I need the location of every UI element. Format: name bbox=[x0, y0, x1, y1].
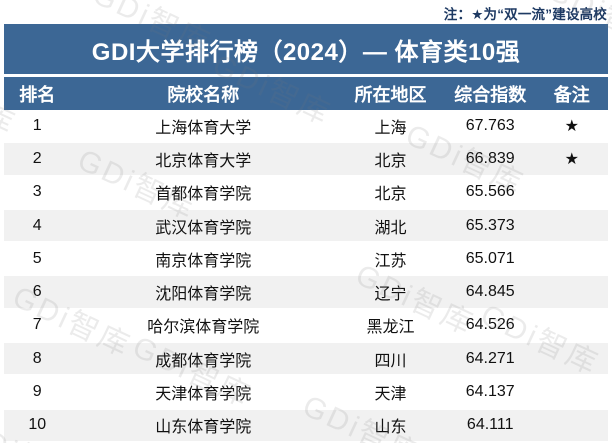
name-cell: 武汉体育学院 bbox=[155, 219, 252, 237]
index-cell: 64.845 bbox=[465, 283, 515, 301]
region-cell: 黑龙江 bbox=[366, 319, 415, 337]
region-cell: 湖北 bbox=[374, 219, 407, 237]
rank-cell: 10 bbox=[28, 416, 47, 434]
title-bar: GDI大学排行榜（2024）— 体育类10强 bbox=[4, 24, 608, 74]
index-cell: 65.071 bbox=[465, 249, 515, 267]
rank-cell: 4 bbox=[32, 216, 42, 234]
table-row: 1 上海体育大学 上海 67.763 ★ bbox=[4, 110, 608, 141]
column-header-region: 所在地区 bbox=[354, 84, 427, 105]
name-cell: 北京体育大学 bbox=[155, 152, 252, 170]
rank-cell: 1 bbox=[32, 116, 42, 134]
table-row: 4 武汉体育学院 湖北 65.373 bbox=[4, 207, 608, 244]
index-cell: 64.137 bbox=[465, 383, 515, 401]
index-cell: 66.839 bbox=[465, 149, 515, 167]
table-row: 3 首都体育学院 北京 65.566 bbox=[4, 177, 608, 208]
table-row: 10 山东体育学院 山东 64.111 bbox=[4, 407, 608, 443]
table-row: 5 南京体育学院 江苏 65.071 bbox=[4, 243, 608, 274]
index-cell: 67.763 bbox=[465, 116, 515, 134]
region-cell: 北京 bbox=[374, 152, 407, 170]
name-cell: 南京体育学院 bbox=[155, 252, 252, 270]
column-header-name: 院校名称 bbox=[167, 84, 240, 105]
index-cell: 64.111 bbox=[466, 416, 514, 434]
region-cell: 天津 bbox=[374, 386, 407, 404]
table-body: 1 上海体育大学 上海 67.763 ★ 2 北京体育大学 北京 66.839 … bbox=[4, 110, 608, 443]
name-cell: 首都体育学院 bbox=[155, 186, 252, 204]
region-cell: 山东 bbox=[374, 419, 407, 437]
table-row: 7 哈尔滨体育学院 黑龙江 64.526 bbox=[4, 310, 608, 341]
star-legend-note: 注：★为“双一流”建设高校 bbox=[443, 7, 607, 22]
table-row: 6 沈阳体育学院 辽宁 64.845 bbox=[4, 274, 608, 310]
rank-cell: 6 bbox=[32, 283, 42, 301]
region-cell: 四川 bbox=[374, 352, 407, 370]
rank-cell: 7 bbox=[32, 316, 42, 334]
star-cell: ★ bbox=[564, 150, 579, 168]
table-row: 8 成都体育学院 四川 64.271 bbox=[4, 341, 608, 377]
name-cell: 成都体育学院 bbox=[155, 352, 252, 370]
index-cell: 65.373 bbox=[465, 216, 515, 234]
name-cell: 哈尔滨体育学院 bbox=[147, 319, 260, 337]
column-header-note: 备注 bbox=[553, 84, 590, 105]
rank-cell: 8 bbox=[32, 349, 42, 367]
index-cell: 64.271 bbox=[465, 349, 515, 367]
name-cell: 山东体育学院 bbox=[155, 419, 252, 437]
name-cell: 上海体育大学 bbox=[155, 119, 252, 137]
table-row: 9 天津体育学院 天津 64.137 bbox=[4, 376, 608, 407]
rank-cell: 9 bbox=[32, 383, 42, 401]
rank-cell: 5 bbox=[32, 249, 42, 267]
region-cell: 江苏 bbox=[374, 252, 407, 270]
column-header-rank: 排名 bbox=[19, 84, 56, 105]
column-header-index: 综合指数 bbox=[454, 84, 527, 105]
name-cell: 天津体育学院 bbox=[155, 386, 252, 404]
name-cell: 沈阳体育学院 bbox=[155, 286, 252, 304]
page-title: GDI大学排行榜（2024）— 体育类10强 bbox=[91, 38, 521, 66]
index-cell: 64.526 bbox=[465, 316, 515, 334]
star-cell: ★ bbox=[564, 117, 579, 135]
region-cell: 辽宁 bbox=[374, 286, 407, 304]
table-header-row: 排名 院校名称 所在地区 综合指数 备注 bbox=[4, 77, 608, 110]
region-cell: 上海 bbox=[374, 119, 407, 137]
index-cell: 65.566 bbox=[465, 183, 515, 201]
rank-cell: 2 bbox=[32, 149, 42, 167]
region-cell: 北京 bbox=[374, 186, 407, 204]
table-row: 2 北京体育大学 北京 66.839 ★ bbox=[4, 141, 608, 177]
rank-cell: 3 bbox=[32, 183, 42, 201]
